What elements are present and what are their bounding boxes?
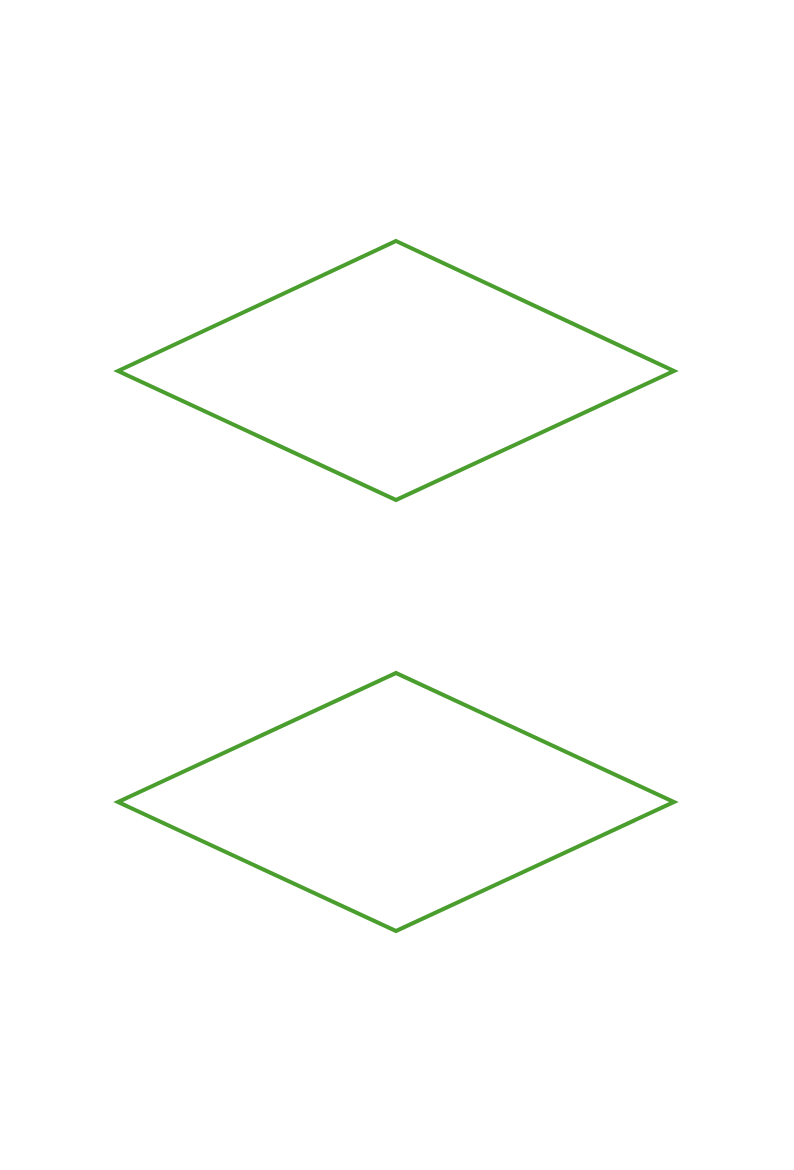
diamond-bottom xyxy=(113,670,679,934)
diamond-top xyxy=(113,238,679,503)
